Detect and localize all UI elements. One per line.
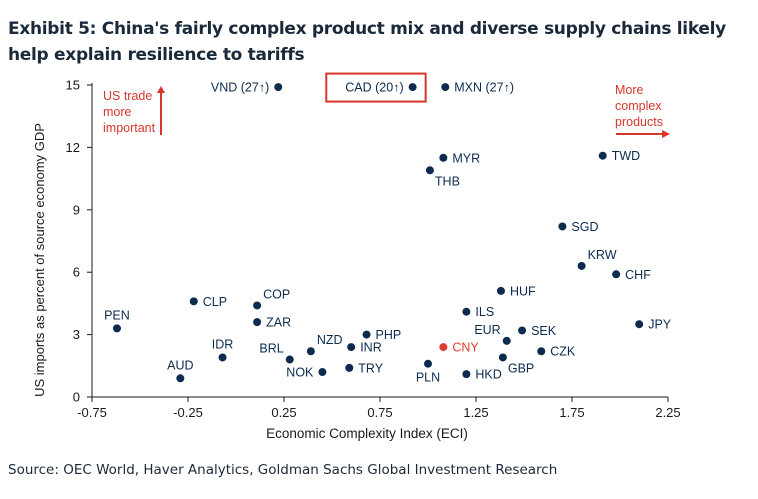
point-vnd: [274, 83, 283, 92]
point-label-cad: CAD (20↑): [345, 81, 403, 95]
point-label-nok: NOK: [286, 366, 314, 380]
point-label-mxn: MXN (27↑): [454, 81, 514, 95]
x-tick-label: -0.75: [77, 405, 107, 420]
y-tick-label: 6: [73, 265, 80, 280]
point-label-try: TRY: [358, 361, 383, 375]
point-inr: [347, 343, 356, 352]
x-tick-label: 0.25: [271, 405, 296, 420]
point-label-eur: EUR: [474, 323, 500, 337]
point-sgd: [558, 222, 567, 231]
point-label-clp: CLP: [203, 295, 227, 309]
point-chf: [612, 270, 621, 279]
point-twd: [598, 151, 607, 160]
point-eur: [502, 336, 511, 345]
y-axis-label: US imports as percent of source economy …: [32, 123, 47, 397]
point-php: [362, 330, 371, 339]
point-label-hkd: HKD: [475, 368, 501, 382]
point-label-sek: SEK: [531, 324, 557, 338]
point-label-pln: PLN: [416, 371, 440, 385]
right-arrow-icon: [662, 130, 670, 138]
point-cop: [253, 301, 262, 310]
y-tick-label: 0: [73, 390, 80, 405]
chart-title: Exhibit 5: China's fairly complex produc…: [8, 19, 726, 65]
up-arrow-icon: [157, 86, 165, 93]
point-myr: [439, 153, 448, 162]
point-label-idr: IDR: [212, 337, 234, 351]
y-tick-label: 3: [73, 327, 80, 342]
point-mxn: [441, 83, 450, 92]
point-label-pen: PEN: [104, 308, 130, 322]
point-hkd: [462, 370, 471, 379]
point-label-myr: MYR: [452, 151, 480, 165]
x-tick-label: 1.25: [463, 405, 488, 420]
point-label-ils: ILS: [475, 305, 494, 319]
y-tick-label: 15: [66, 78, 80, 93]
point-zar: [253, 318, 262, 327]
point-thb: [425, 166, 434, 175]
point-pen: [112, 324, 121, 333]
annotations: US trade more important More complex products: [103, 83, 670, 138]
point-aud: [176, 374, 185, 383]
point-label-nzd: NZD: [317, 333, 343, 347]
point-try: [345, 363, 354, 372]
point-label-chf: CHF: [625, 268, 651, 282]
point-label-brl: BRL: [259, 342, 283, 356]
point-label-jpy: JPY: [648, 318, 672, 332]
y-tick-label: 9: [73, 202, 80, 217]
point-label-php: PHP: [376, 328, 402, 342]
annotation-right-line: More: [615, 83, 644, 97]
x-tick-label: 1.75: [559, 405, 584, 420]
axes: 0 3 6 9 12 15 -0.75 -0.25 0.25 0.75 1.25 1.75 2.25: [66, 78, 681, 421]
source-note: Source: OEC World, Haver Analytics, Gold…: [8, 462, 558, 478]
point-label-aud: AUD: [167, 358, 193, 372]
x-tick-label: -0.25: [173, 405, 203, 420]
point-label-cny: CNY: [452, 341, 479, 355]
point-gbp: [498, 353, 507, 362]
point-label-thb: THB: [435, 174, 460, 188]
point-label-sgd: SGD: [571, 220, 598, 234]
point-label-zar: ZAR: [266, 316, 291, 330]
point-ils: [462, 307, 471, 316]
x-tick-label: 2.25: [655, 405, 680, 420]
annotation-left-line: important: [103, 121, 156, 135]
point-czk: [537, 347, 546, 356]
point-jpy: [635, 320, 644, 329]
x-axis-label: Economic Complexity Index (ECI): [266, 426, 468, 441]
point-label-vnd: VND (27↑): [211, 81, 269, 95]
x-tick-label: 0.75: [367, 405, 392, 420]
point-pln: [424, 359, 432, 368]
data-points: VND (27↑) CAD (20↑) MXN (27↑) MYR THB TWD SGD K…: [104, 72, 672, 385]
point-label-inr: INR: [360, 341, 382, 355]
point-cad: [408, 83, 417, 92]
point-label-cop: COP: [263, 287, 290, 301]
point-cny: [439, 343, 448, 352]
highlight-box: [325, 72, 427, 103]
point-label-twd: TWD: [612, 149, 640, 163]
annotation-right-line: complex: [615, 99, 662, 113]
point-clp: [189, 297, 198, 306]
annotation-left-line: US trade: [103, 89, 152, 103]
point-nzd: [306, 347, 315, 356]
point-label-gbp: GBP: [508, 361, 534, 375]
annotation-left-line: more: [103, 105, 132, 119]
y-tick-label: 12: [66, 140, 80, 155]
point-label-huf: HUF: [510, 284, 536, 298]
point-krw: [577, 261, 586, 270]
point-idr: [218, 353, 227, 362]
annotation-right-line: products: [615, 115, 663, 129]
point-sek: [518, 326, 527, 335]
point-nok: [318, 368, 327, 377]
point-label-czk: CZK: [550, 345, 576, 359]
point-label-krw: KRW: [588, 248, 617, 262]
point-brl: [285, 355, 294, 364]
point-huf: [496, 286, 505, 295]
